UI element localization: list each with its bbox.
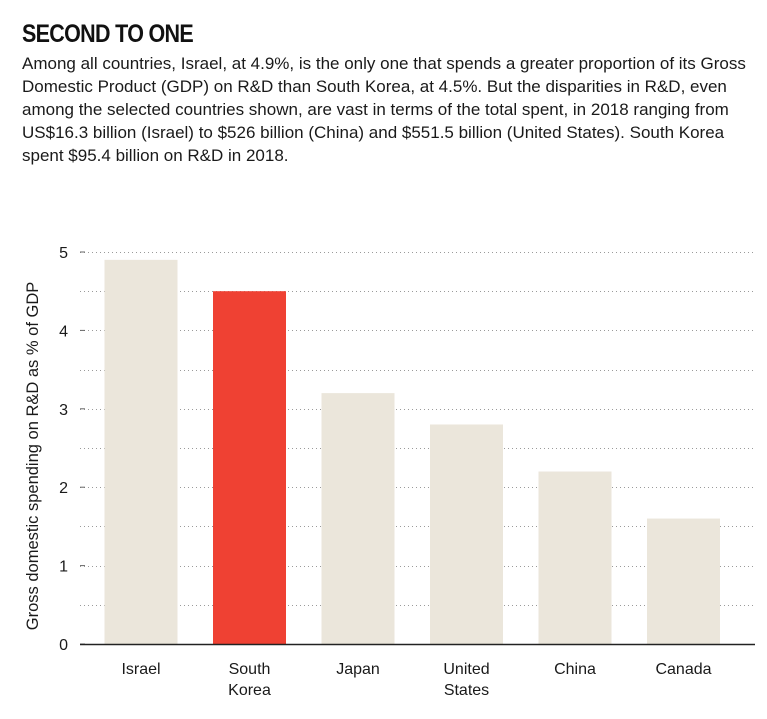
x-label-line: Israel (121, 661, 160, 678)
x-label-line: Korea (228, 682, 271, 699)
bar-united-states (430, 424, 503, 644)
x-label-line: States (444, 682, 489, 699)
x-label-line: China (554, 661, 596, 678)
x-label-line: Japan (336, 661, 380, 678)
x-label-line: United (443, 661, 489, 678)
chart-title: SECOND TO ONE (22, 20, 194, 48)
x-label-line: South (229, 661, 271, 678)
x-label-japan: Japan (336, 661, 380, 678)
bar-china (538, 471, 612, 644)
y-axis-label: Gross domestic spending on R&D as % of G… (24, 282, 42, 630)
bar-israel (104, 259, 178, 644)
y-tick-label: 5 (59, 245, 68, 262)
x-label-china: China (554, 661, 596, 678)
y-tick-label: 3 (59, 402, 68, 419)
bars (104, 259, 720, 644)
x-label-united-states: United States (443, 661, 489, 699)
grid-lines (80, 252, 755, 606)
bar-japan (321, 393, 395, 644)
y-axis-ticks: 0 1 2 3 4 5 (59, 245, 85, 654)
chart-description: Among all countries, Israel, at 4.9%, is… (22, 54, 746, 165)
y-tick-label: 0 (59, 637, 68, 654)
y-tick-label: 4 (59, 323, 68, 340)
bar-south-korea (213, 291, 286, 644)
bar-canada (647, 518, 720, 644)
x-label-south-korea: South Korea (228, 661, 271, 699)
x-axis-labels: Israel South Korea Japan United States China Ca… (121, 661, 711, 699)
x-label-canada: Canada (655, 661, 711, 678)
x-label-line: Canada (655, 661, 711, 678)
x-label-israel: Israel (121, 661, 160, 678)
y-tick-label: 2 (59, 480, 68, 497)
y-tick-label: 1 (59, 559, 68, 576)
